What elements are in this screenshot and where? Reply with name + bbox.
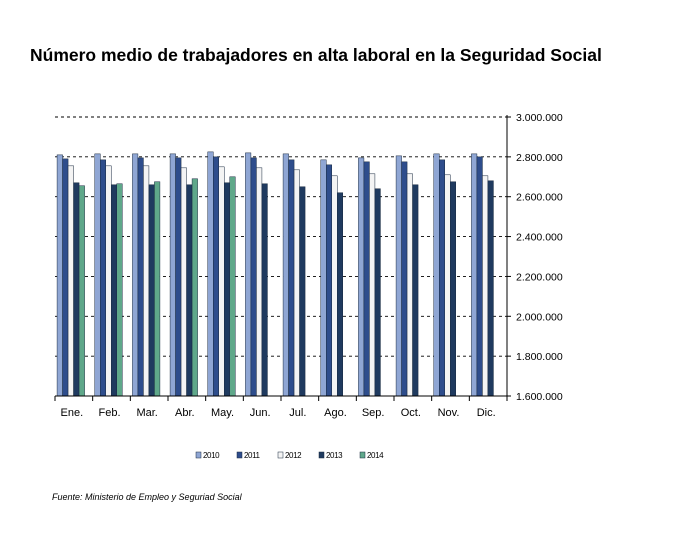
bar-2010-4 bbox=[207, 151, 214, 397]
bar-2013-10 bbox=[450, 181, 456, 397]
legend: 2010 2011 2012 2013 2014 bbox=[195, 451, 385, 460]
bar-2011-6 bbox=[288, 159, 295, 397]
bar-2011-8 bbox=[363, 161, 370, 397]
bar-2011-5 bbox=[250, 157, 257, 397]
x-tick-label: Dic. bbox=[477, 407, 496, 419]
bars bbox=[56, 151, 494, 397]
bar-2012-6 bbox=[293, 169, 300, 397]
bar-2011-3 bbox=[175, 157, 182, 397]
legend-label: 2010 bbox=[203, 451, 220, 460]
bar-2011-10 bbox=[439, 159, 445, 397]
bar-2010-1 bbox=[94, 153, 101, 397]
bar-2013-9 bbox=[412, 184, 419, 397]
bar-2012-4 bbox=[218, 166, 225, 397]
bar-2010-7 bbox=[320, 159, 327, 397]
y-tick-label: 2.800.000 bbox=[516, 152, 563, 164]
legend-label: 2014 bbox=[367, 451, 384, 460]
bar-2010-9 bbox=[395, 155, 402, 397]
bar-2012-8 bbox=[369, 173, 376, 397]
bar-2012-5 bbox=[256, 167, 263, 397]
bar-2012-7 bbox=[331, 175, 338, 397]
bar-2013-11 bbox=[487, 180, 494, 397]
bar-2010-2 bbox=[132, 153, 139, 397]
y-tick-labels: 1.600.000 1.800.000 2.000.000 2.200.000 2.40… bbox=[516, 112, 563, 403]
bar-2010-11 bbox=[471, 153, 478, 397]
bar-2011-9 bbox=[401, 161, 408, 397]
legend-swatch-2011 bbox=[236, 451, 243, 459]
bar-2010-8 bbox=[358, 157, 365, 397]
bar-2013-5 bbox=[261, 183, 268, 397]
y-tick-label: 2.600.000 bbox=[516, 192, 563, 204]
source-note: Fuente: Ministerio de Empleo y Seguriad … bbox=[52, 492, 242, 502]
legend-swatch-2013 bbox=[318, 451, 325, 459]
bar-2013-2 bbox=[148, 184, 155, 397]
bar-2012-3 bbox=[180, 167, 187, 397]
bar-2012-10 bbox=[444, 174, 451, 397]
bar-2010-6 bbox=[282, 153, 289, 397]
chart-title: Número medio de trabajadores en alta lab… bbox=[30, 45, 602, 65]
x-tick-label: Jun. bbox=[250, 407, 271, 419]
bar-2012-9 bbox=[406, 173, 413, 397]
bar-2012-1 bbox=[105, 165, 112, 397]
legend-label: 2011 bbox=[244, 451, 261, 460]
legend-swatch-2012 bbox=[277, 451, 284, 459]
bar-2013-7 bbox=[337, 192, 343, 397]
bar-2011-4 bbox=[213, 156, 219, 397]
bar-2012-11 bbox=[482, 175, 489, 397]
y-tick-label: 2.400.000 bbox=[516, 232, 563, 244]
x-tick-label: Sep. bbox=[362, 407, 385, 419]
axes bbox=[54, 115, 511, 401]
bar-2014-0 bbox=[78, 185, 85, 397]
bar-2013-8 bbox=[374, 188, 381, 397]
y-tick-label: 2.200.000 bbox=[516, 271, 563, 283]
bar-2011-0 bbox=[62, 158, 69, 397]
bar-2014-2 bbox=[154, 181, 161, 397]
bar-2014-3 bbox=[191, 178, 198, 397]
bar-2011-1 bbox=[100, 159, 106, 397]
y-tick-label: 2.000.000 bbox=[516, 311, 563, 323]
bar-2014-4 bbox=[229, 176, 236, 397]
bar-2010-0 bbox=[56, 154, 63, 397]
bar-2012-2 bbox=[143, 165, 150, 397]
x-tick-label: Abr. bbox=[175, 407, 195, 419]
x-tick-label: Jul. bbox=[289, 407, 306, 419]
bar-2010-3 bbox=[169, 153, 176, 397]
bar-2013-4 bbox=[224, 182, 230, 397]
bar-2011-7 bbox=[326, 164, 332, 397]
y-tick-label: 3.000.000 bbox=[516, 112, 563, 124]
bar-2011-11 bbox=[476, 156, 483, 397]
bar-2013-3 bbox=[186, 184, 193, 397]
y-tick-label: 1.800.000 bbox=[516, 351, 563, 363]
legend-swatch-2014 bbox=[359, 451, 366, 459]
x-tick-labels: Ene. Feb. Mar. Abr. May. Jun. Jul. Ago. Sep. Oct.… bbox=[61, 407, 496, 419]
legend-swatch-2010 bbox=[195, 451, 202, 459]
bar-2010-10 bbox=[433, 153, 440, 397]
x-tick-label: Feb. bbox=[98, 407, 120, 419]
bar-2013-0 bbox=[73, 182, 80, 397]
bar-2012-0 bbox=[67, 165, 74, 397]
bar-2014-1 bbox=[116, 183, 123, 397]
y-tick-label: 1.600.000 bbox=[516, 391, 563, 403]
bar-2013-1 bbox=[111, 184, 117, 397]
legend-label: 2013 bbox=[326, 451, 343, 460]
bar-2013-6 bbox=[299, 186, 306, 397]
x-tick-label: Ago. bbox=[324, 407, 347, 419]
x-tick-label: Oct. bbox=[401, 407, 421, 419]
bar-2010-5 bbox=[245, 152, 252, 397]
x-tick-label: Nov. bbox=[438, 407, 460, 419]
bar-2011-2 bbox=[137, 157, 144, 397]
legend-label: 2012 bbox=[285, 451, 302, 460]
x-tick-label: May. bbox=[211, 407, 234, 419]
x-tick-label: Ene. bbox=[61, 407, 84, 419]
x-tick-label: Mar. bbox=[136, 407, 157, 419]
